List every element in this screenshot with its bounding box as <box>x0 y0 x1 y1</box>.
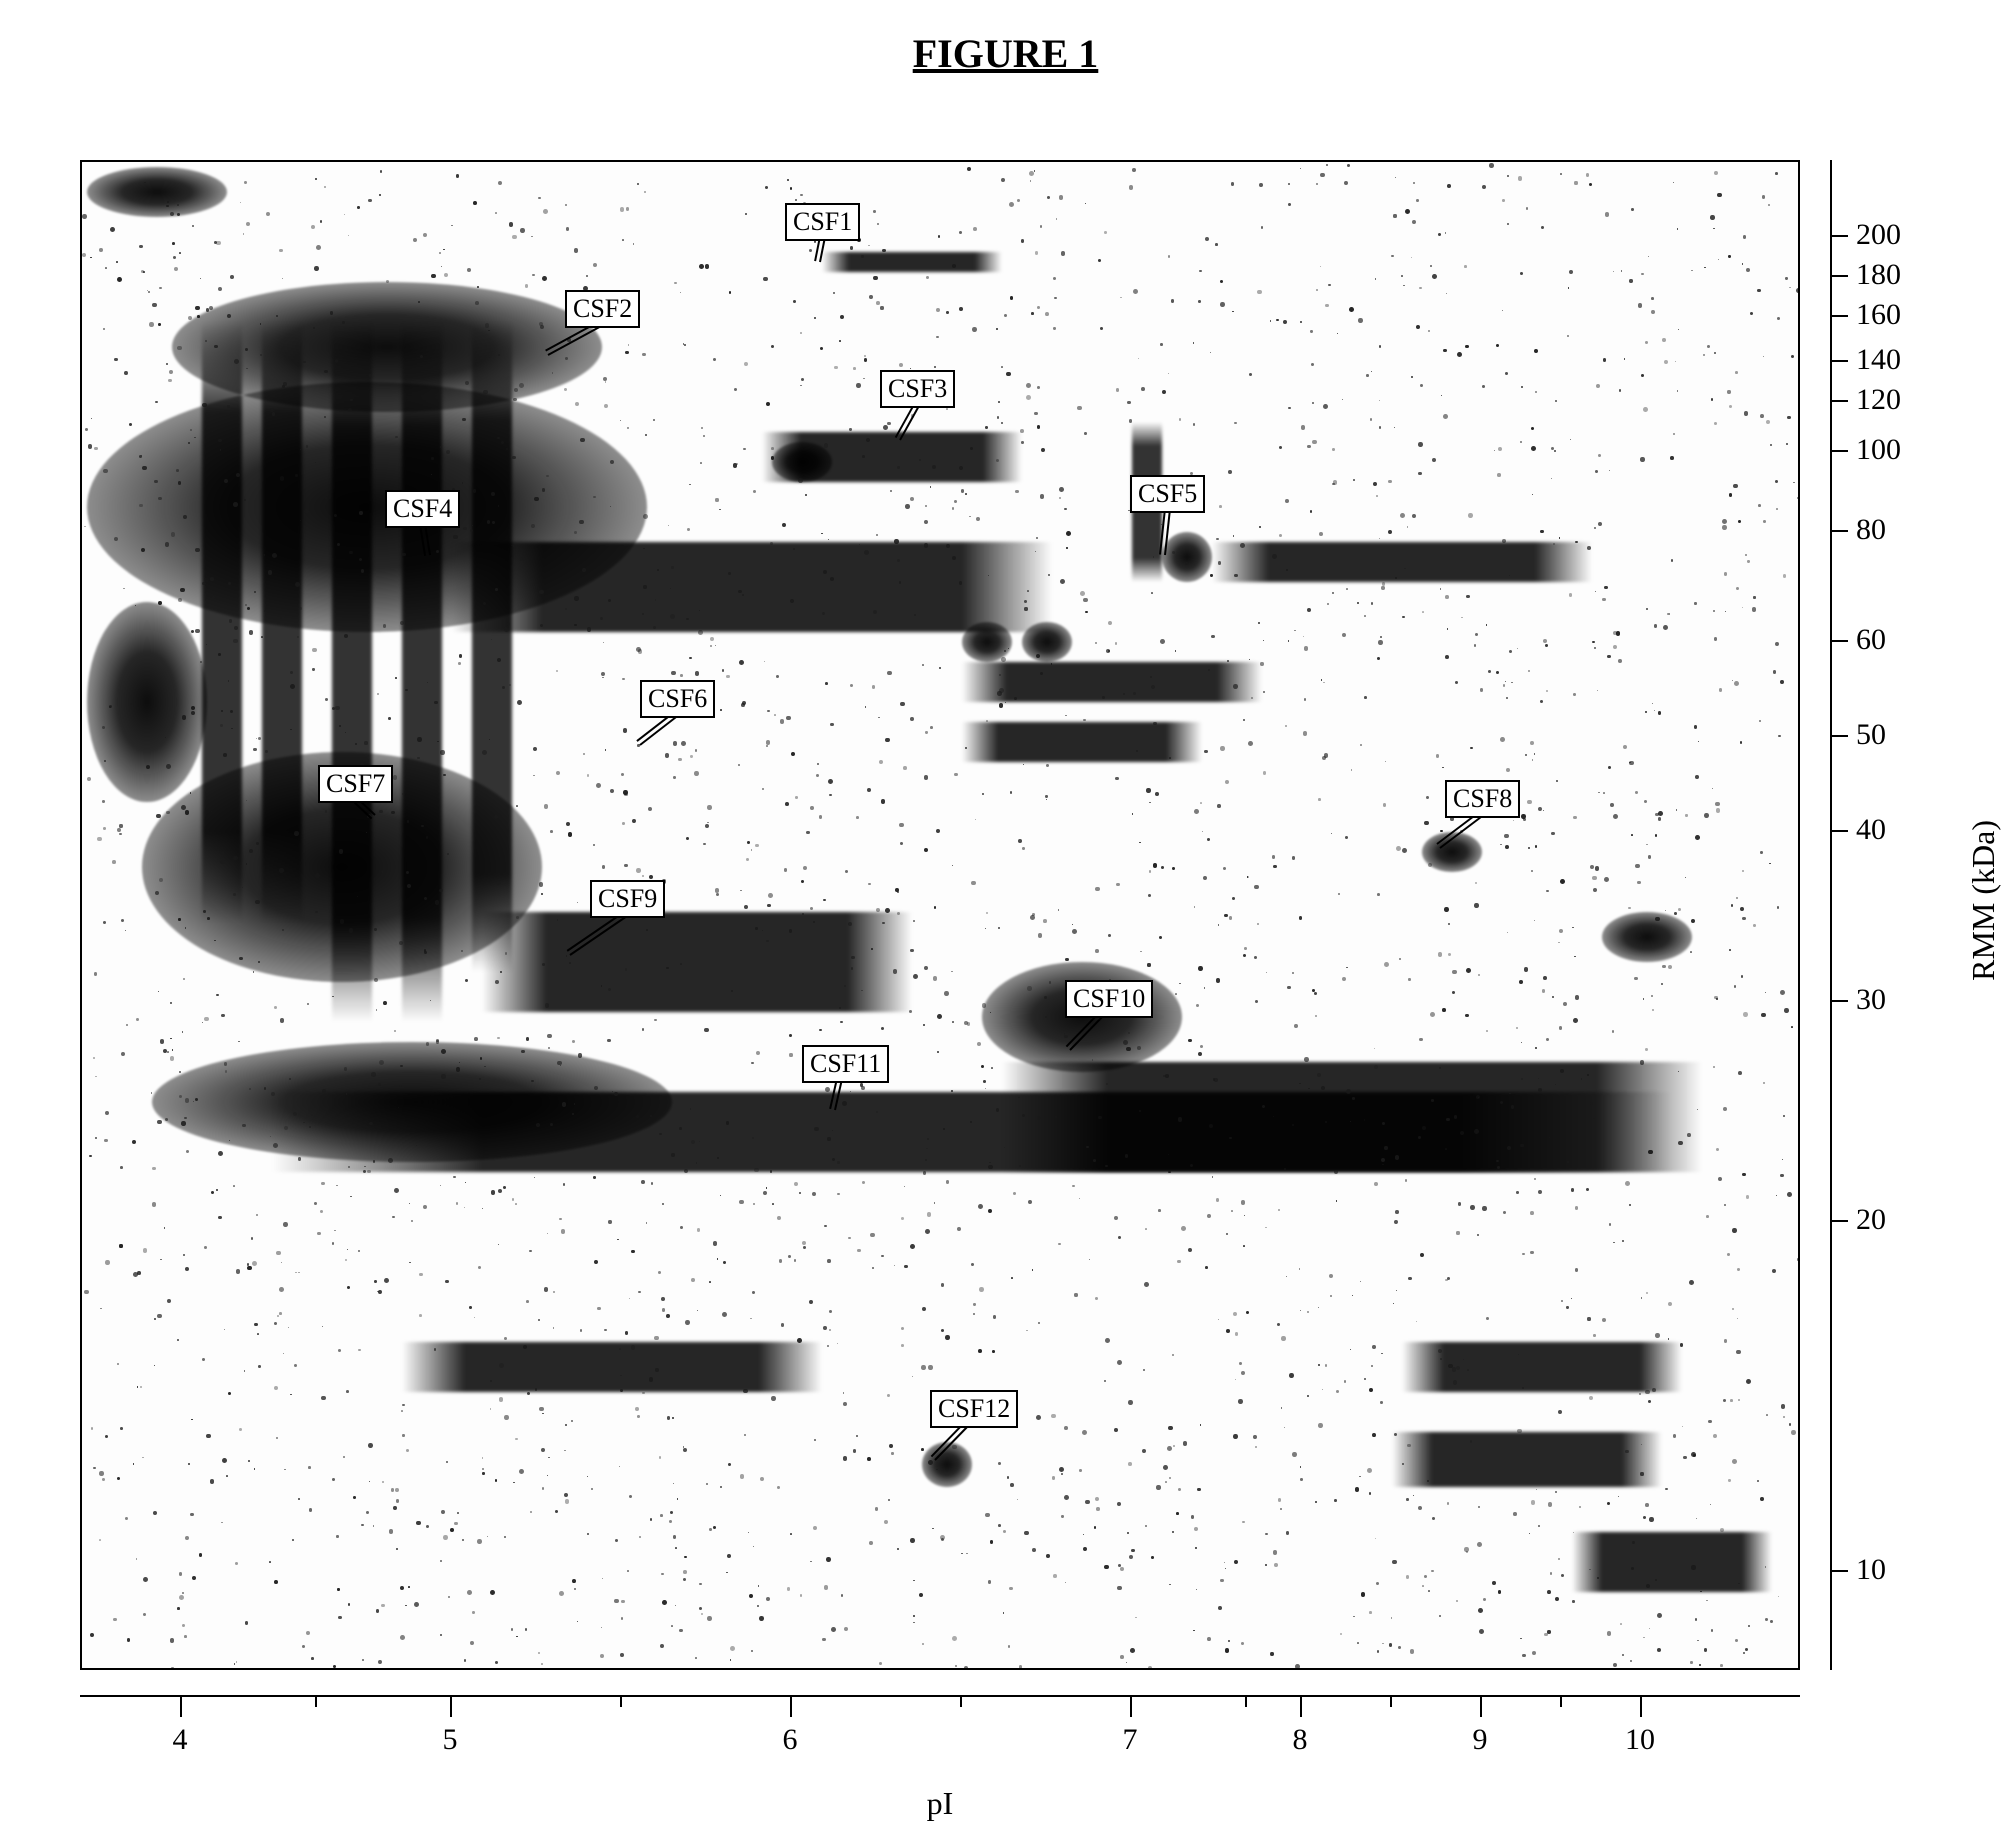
callout-csf4: CSF4 <box>385 490 460 528</box>
callout-csf1: CSF1 <box>785 203 860 241</box>
callout-csf12: CSF12 <box>930 1390 1018 1428</box>
callout-csf11: CSF11 <box>802 1045 889 1083</box>
callout-csf7: CSF7 <box>318 765 393 803</box>
callout-csf6: CSF6 <box>640 680 715 718</box>
callout-leaders <box>0 0 2011 1845</box>
callout-csf9: CSF9 <box>590 880 665 918</box>
callout-csf10: CSF10 <box>1065 980 1153 1018</box>
callout-csf5: CSF5 <box>1130 475 1205 513</box>
callout-csf3: CSF3 <box>880 370 955 408</box>
callout-csf2: CSF2 <box>565 290 640 328</box>
callout-csf8: CSF8 <box>1445 780 1520 818</box>
